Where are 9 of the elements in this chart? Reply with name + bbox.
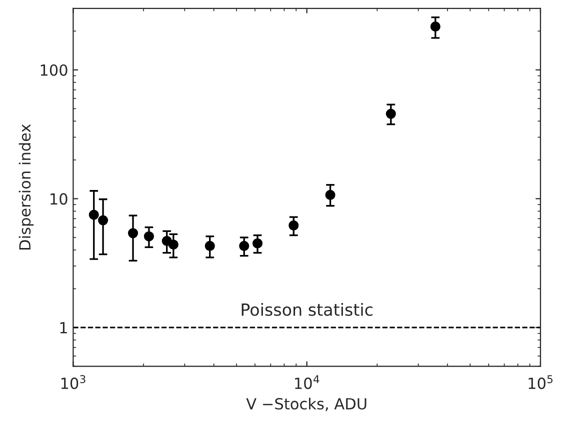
ref-line-label: Poisson statistic	[242, 303, 372, 316]
y-tick-label: 10	[50, 193, 68, 205]
x-tick-label: 10$^{3}$	[61, 375, 86, 390]
x-axis-title: V −Stocks, ADU	[246, 398, 366, 412]
y-tick-label: 1	[60, 322, 67, 334]
y-axis-title: Dispersion index	[18, 124, 34, 250]
y-tick-label: 100	[40, 64, 68, 76]
x-tick-label: 10$^{5}$	[528, 375, 552, 390]
x-tick-label: 10$^{4}$	[295, 375, 320, 390]
